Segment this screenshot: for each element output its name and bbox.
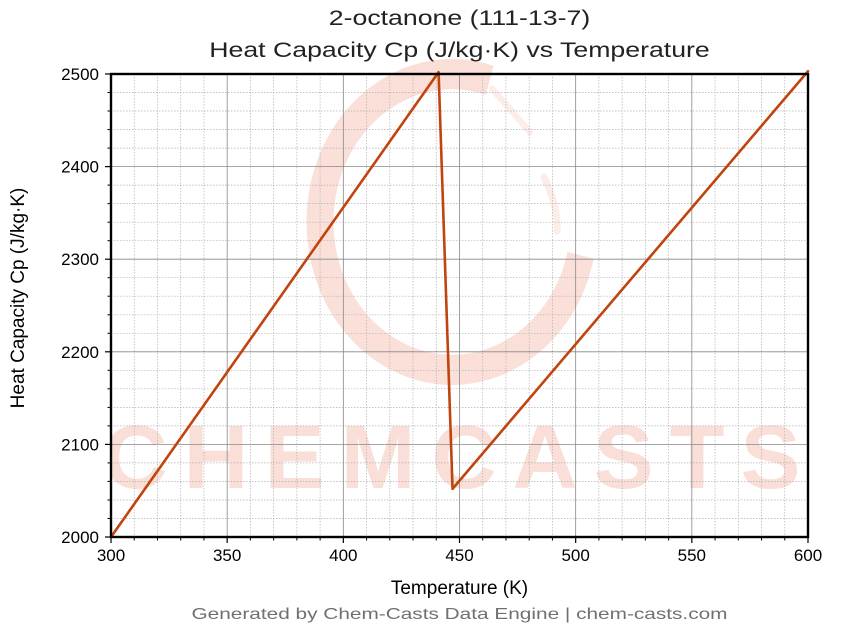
svg-text:550: 550 — [678, 546, 706, 565]
svg-text:2000: 2000 — [61, 528, 99, 547]
svg-text:400: 400 — [329, 546, 357, 565]
svg-text:300: 300 — [97, 546, 125, 565]
svg-text:450: 450 — [445, 546, 473, 565]
svg-text:350: 350 — [213, 546, 241, 565]
svg-text:2200: 2200 — [61, 343, 99, 362]
svg-text:2300: 2300 — [61, 250, 99, 269]
svg-text:2100: 2100 — [61, 435, 99, 454]
svg-text:2500: 2500 — [61, 65, 99, 84]
svg-text:600: 600 — [794, 546, 822, 565]
svg-text:2400: 2400 — [61, 158, 99, 177]
svg-text:500: 500 — [561, 546, 589, 565]
